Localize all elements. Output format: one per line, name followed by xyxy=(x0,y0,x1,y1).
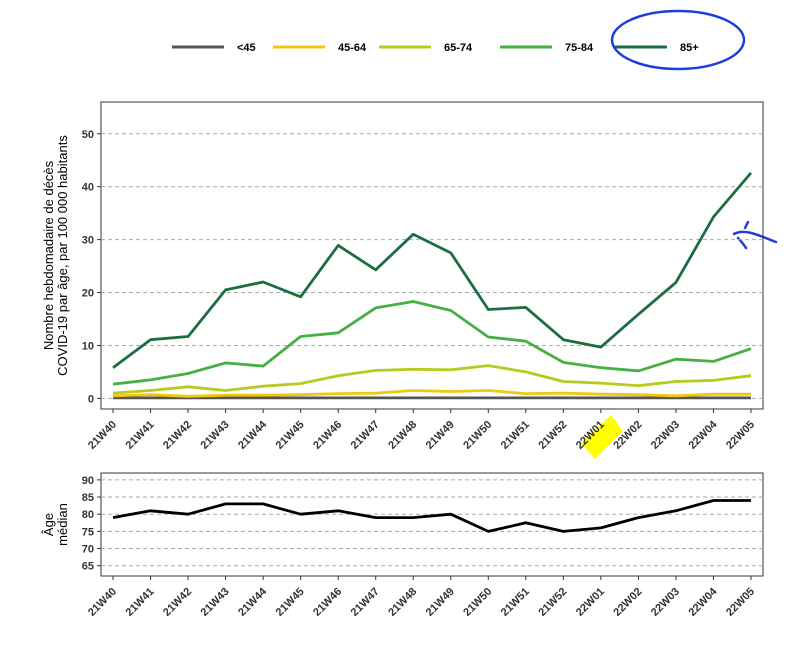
x-tick-label: 21W48 xyxy=(386,586,419,619)
x-tick-label: 21W47 xyxy=(349,586,382,619)
plot-frame xyxy=(100,472,764,577)
x-tick-label: 22W05 xyxy=(724,419,757,452)
x-tick-label: 21W47 xyxy=(349,419,382,452)
series-line-median xyxy=(112,499,751,533)
y-tick-label: 30 xyxy=(82,235,94,247)
y-tick-label: 20 xyxy=(82,288,94,300)
x-tick-label: 22W03 xyxy=(649,586,682,619)
legend-label: 45-64 xyxy=(338,42,367,54)
x-tick-label: 21W44 xyxy=(236,585,270,619)
y-tick-label: 0 xyxy=(88,393,94,405)
y-tick-label: 50 xyxy=(82,129,94,141)
x-tick-label: 21W45 xyxy=(274,586,307,619)
x-tick-label: 21W45 xyxy=(274,419,307,452)
annotation-circle xyxy=(610,9,746,71)
x-tick-label: 21W52 xyxy=(536,586,569,619)
x-tick-label: 21W50 xyxy=(461,586,494,619)
x-tick-label: 22W04 xyxy=(686,418,720,452)
legend-label: 85+ xyxy=(680,42,699,54)
y-tick-label: 10 xyxy=(82,340,94,352)
y-axis-label-line1: Nombre hebdomadaire de décès xyxy=(41,160,56,350)
y-axis-label-line2: médian xyxy=(55,503,70,546)
x-tick-label: 21W41 xyxy=(124,586,157,619)
x-tick-label: 22W03 xyxy=(649,419,682,452)
x-tick-label: 21W40 xyxy=(86,586,119,619)
y-axis-label-line2: COVID-19 par âge, par 100 000 habitants xyxy=(55,135,70,376)
legend-label: 65-74 xyxy=(444,42,473,54)
x-tick-label: 21W49 xyxy=(424,419,457,452)
x-tick-label: 21W40 xyxy=(86,419,119,452)
y-tick-label: 65 xyxy=(82,561,94,573)
x-tick-label: 21W46 xyxy=(311,586,344,619)
series-line-45-64 xyxy=(112,389,751,398)
x-tick-label: 21W43 xyxy=(199,586,232,619)
y-tick-label: 90 xyxy=(82,475,94,487)
y-tick-label: 85 xyxy=(82,492,94,504)
legend: <45 45-64 65-74 75-84 85+ xyxy=(172,42,699,54)
x-tick-label: 21W43 xyxy=(199,419,232,452)
y-axis-label-line1: Âge xyxy=(41,513,56,536)
x-tick-label: 21W49 xyxy=(424,586,457,619)
legend-label: 75-84 xyxy=(565,42,594,54)
x-tick-label: 21W46 xyxy=(311,419,344,452)
annotation-arrow-mark xyxy=(732,220,778,250)
legend-label: <45 xyxy=(237,42,256,54)
x-tick-label: 21W51 xyxy=(499,586,532,619)
series-line-65-74 xyxy=(112,364,752,395)
y-tick-label: 75 xyxy=(82,526,94,538)
x-tick-label: 22W05 xyxy=(724,586,757,619)
y-tick-label: 80 xyxy=(82,509,94,521)
x-tick-label: 22W02 xyxy=(611,586,644,619)
x-tick-label: 21W44 xyxy=(236,418,270,452)
y-tick-label: 40 xyxy=(82,182,94,194)
x-tick-label: 21W41 xyxy=(124,419,157,452)
x-tick-label: 22W04 xyxy=(686,585,720,619)
x-tick-label: 21W52 xyxy=(536,419,569,452)
x-tick-label: 21W42 xyxy=(161,419,194,452)
series-line-75-84 xyxy=(112,300,752,386)
x-tick-label: 21W48 xyxy=(386,419,419,452)
y-tick-label: 70 xyxy=(82,544,94,556)
handwritten-annotations xyxy=(610,9,778,250)
x-tick-label: 22W01 xyxy=(574,586,607,619)
x-tick-label: 21W51 xyxy=(499,419,532,452)
series-line-85+ xyxy=(112,171,753,369)
x-tick-label: 21W42 xyxy=(161,586,194,619)
highlight-marker xyxy=(580,415,623,459)
x-tick-label: 21W50 xyxy=(461,419,494,452)
plot-frame xyxy=(100,101,764,410)
